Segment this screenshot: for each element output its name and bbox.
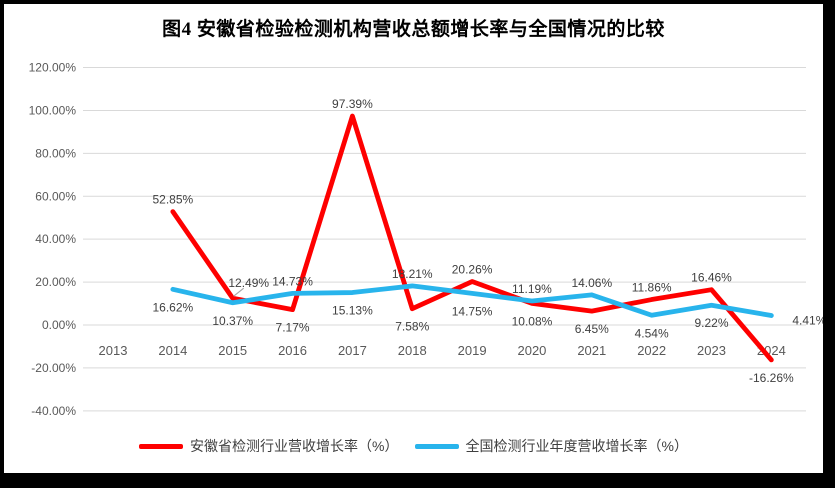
y-tick-label: 100.00% [29,103,77,117]
series-line-0 [170,113,774,363]
data-label: 9.22% [694,316,728,330]
y-tick-label: 80.00% [35,146,76,160]
series-line-1 [170,283,774,318]
x-tick-label: 2014 [158,343,187,358]
data-label: 7.58% [395,320,429,334]
label-leader-line [233,287,245,297]
legend-item-national: 全国检测行业年度营收增长率（%） [414,436,688,456]
data-label: 14.06% [571,276,612,290]
data-label: 11.19% [512,282,552,296]
data-label: 14.75% [452,304,493,318]
x-tick-label: 2023 [697,343,726,358]
legend-label-national: 全国检测行业年度营收增长率（%） [465,438,688,454]
data-label: 11.86% [632,281,672,295]
data-label: 7.17% [276,321,310,335]
data-label: 18.21% [392,267,433,281]
chart-legend: 安徽省检测行业营收增长率（%） 全国检测行业年度营收增长率（%） [4,436,823,456]
data-label: 16.46% [691,271,732,285]
data-label: 14.73% [272,274,313,288]
y-tick-label: 60.00% [35,189,76,203]
data-label: 6.45% [575,322,609,336]
legend-line-red-icon [139,443,184,449]
y-tick-label: -40.00% [31,404,76,418]
line-chart: 120.00% 100.00% 80.00% 60.00% 40.00% 20.00% 0.… [29,61,823,418]
x-tick-label: 2015 [218,343,247,358]
y-tick-label: 120.00% [29,61,77,75]
data-label: 10.08% [512,314,553,328]
x-tick-label: 2017 [338,343,367,358]
data-label: 20.26% [452,263,493,277]
legend-line-blue-icon [414,443,459,449]
legend-label-anhui: 安徽省检测行业营收增长率（%） [190,438,399,454]
data-label: -16.26% [749,371,794,385]
data-label: 4.41% [792,314,823,328]
x-tick-label: 2019 [458,343,487,358]
data-label: 52.85% [152,193,193,207]
data-label: 97.39% [332,97,373,111]
data-label: 12.49% [228,276,269,290]
legend-item-anhui: 安徽省检测行业营收增长率（%） [139,436,399,456]
x-tick-label: 2021 [577,343,606,358]
data-label: 10.37% [212,314,253,328]
x-tick-label: 2020 [517,343,546,358]
x-tick-label: 2018 [398,343,427,358]
data-label: 16.62% [152,300,193,314]
y-tick-label: 0.00% [42,318,76,332]
y-tick-label: 40.00% [35,232,76,246]
chart-title: 图4 安徽省检验检测机构营收总额增长率与全国情况的比较 [162,19,665,40]
data-label: 4.54% [635,326,669,340]
y-tick-label: -20.00% [31,361,76,375]
x-tick-label: 2022 [637,343,666,358]
x-tick-label: 2016 [278,343,307,358]
data-label: 15.13% [332,304,373,318]
y-tick-label: 20.00% [35,275,76,289]
x-tick-label: 2013 [99,343,128,358]
